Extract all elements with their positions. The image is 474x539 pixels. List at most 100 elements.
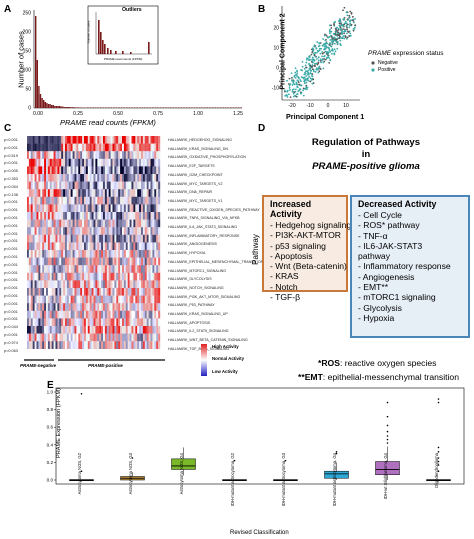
heat-cell	[65, 242, 68, 251]
a-bar	[162, 107, 164, 108]
outlier	[80, 392, 83, 395]
b-xtick: 10	[343, 103, 349, 109]
heat-cell	[68, 341, 71, 349]
heat-cell	[103, 136, 106, 144]
heat-cell	[110, 310, 113, 319]
heat-cell	[51, 196, 54, 205]
a-bar	[178, 107, 180, 108]
pca-point	[320, 61, 323, 64]
pca-point	[328, 28, 331, 31]
heat-cell	[120, 227, 123, 235]
heat-cell	[47, 310, 50, 319]
heat-cell	[120, 181, 123, 190]
heat-cell	[47, 303, 50, 311]
heat-cell	[141, 219, 144, 228]
heat-cell	[108, 333, 111, 342]
heat-cell	[127, 212, 130, 220]
heat-cell	[57, 272, 60, 281]
heat-cell	[93, 143, 96, 152]
heat-cell	[123, 227, 126, 235]
heat-cell	[108, 181, 111, 190]
heat-cell	[108, 189, 111, 197]
heat-cell	[152, 204, 155, 213]
panel-c-letter: C	[4, 123, 12, 134]
heat-cell	[137, 181, 140, 190]
heat-cell	[72, 242, 75, 251]
heat-cell	[106, 204, 109, 213]
heat-cell	[129, 257, 132, 266]
heat-cell	[125, 272, 128, 281]
heat-cell	[131, 204, 134, 213]
heat-cell	[137, 151, 140, 159]
heat-cell	[53, 310, 56, 319]
heat-cell	[46, 219, 49, 228]
heat-cell	[110, 341, 113, 349]
heat-cell	[76, 280, 79, 289]
heat-cell	[122, 295, 125, 304]
heat-cell	[106, 280, 109, 289]
heat-cell	[36, 174, 39, 182]
heat-cell	[78, 234, 81, 243]
heat-cell	[27, 166, 30, 175]
heat-cell	[63, 196, 66, 205]
heat-cell	[152, 303, 155, 311]
heat-cell	[112, 341, 115, 349]
heat-cell	[63, 151, 66, 159]
heat-cell	[156, 265, 159, 273]
heat-cell	[142, 326, 145, 334]
heat-cell	[150, 196, 153, 205]
heat-cell	[154, 250, 157, 258]
pca-point	[328, 61, 331, 64]
pca-point	[330, 30, 333, 33]
heat-cell	[38, 280, 41, 289]
heat-cell	[148, 212, 151, 220]
heat-cell	[142, 242, 145, 251]
heat-cell	[103, 158, 106, 167]
pca-point	[318, 44, 321, 47]
heat-cell	[87, 265, 90, 273]
pca-point	[292, 88, 295, 91]
b-xtick: -20	[288, 103, 295, 109]
heat-cell	[46, 265, 49, 273]
heat-cell	[118, 242, 121, 251]
heat-cell	[139, 303, 142, 311]
heat-cell	[78, 295, 81, 304]
legend-negative: Negative	[378, 60, 398, 66]
heat-cell	[97, 341, 100, 349]
heat-cell	[144, 257, 147, 266]
heat-cell	[114, 181, 117, 190]
heat-cell	[97, 189, 100, 197]
pca-point	[340, 24, 343, 27]
pca-point	[346, 28, 348, 31]
a-bar	[219, 107, 222, 108]
heat-cell	[28, 265, 31, 273]
heat-cell	[108, 265, 111, 273]
heat-cell	[106, 310, 109, 319]
pca-point	[326, 51, 329, 53]
heat-cell	[55, 326, 58, 334]
outlier	[233, 459, 236, 462]
pca-point	[306, 57, 308, 60]
heat-cell	[70, 326, 73, 334]
heat-cell	[78, 310, 81, 319]
heat-cell	[135, 204, 138, 213]
inset-bar	[115, 51, 117, 54]
heat-cell	[106, 136, 109, 144]
heat-cell	[70, 158, 73, 167]
heat-cell	[139, 151, 142, 159]
heat-cell	[99, 166, 102, 175]
e-ytick: 0.6	[47, 425, 54, 430]
pca-point	[329, 42, 331, 44]
pca-point	[296, 79, 299, 82]
heat-cell	[112, 212, 115, 220]
heat-cell	[103, 242, 106, 251]
heat-cell	[78, 174, 81, 182]
heat-cell	[131, 326, 134, 334]
heat-cell	[78, 166, 81, 175]
heat-cell	[141, 341, 144, 349]
pathway-label: HALLMARK_NOTCH_SIGNALING	[168, 285, 224, 290]
heat-cell	[106, 234, 109, 243]
a-bar	[55, 106, 58, 108]
heat-cell	[106, 174, 109, 182]
heat-cell	[42, 143, 45, 152]
